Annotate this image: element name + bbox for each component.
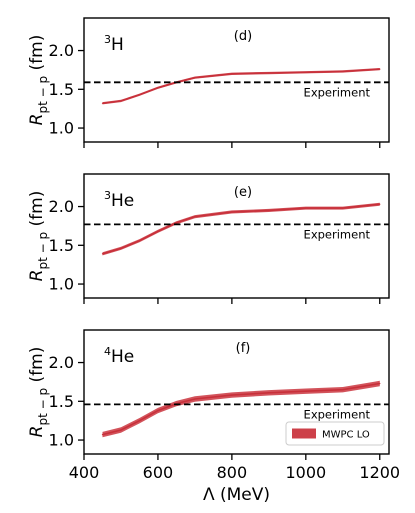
data-point	[194, 77, 196, 79]
data-point	[342, 70, 344, 73]
data-point	[157, 230, 159, 232]
data-point	[231, 394, 233, 396]
y-tick-label: 1.5	[49, 236, 74, 255]
experiment-label: Experiment	[304, 85, 371, 99]
axes-frame	[83, 17, 390, 143]
y-tick-label: 2.0	[49, 197, 74, 216]
data-point	[138, 420, 141, 422]
series-band	[102, 380, 380, 438]
experiment-label: Experiment	[304, 227, 371, 241]
y-tick-label: 2.0	[49, 41, 74, 60]
axes-frame	[83, 173, 390, 299]
y-tick-label: 1.5	[49, 392, 74, 411]
x-axis-label: Λ (MeV)	[203, 485, 270, 505]
x-tick-label: 1000	[285, 463, 326, 482]
data-point	[194, 398, 196, 400]
panel-letter: (f)	[236, 341, 251, 356]
y-tick-label: 1.0	[49, 119, 74, 138]
data-point	[305, 71, 307, 73]
axes-frame	[83, 329, 390, 455]
series-band	[102, 202, 380, 256]
panel-letter: (d)	[234, 29, 252, 44]
legend: MWPC LO	[285, 421, 385, 446]
data-point	[120, 100, 122, 102]
x-tick-label: 400	[69, 463, 100, 482]
x-tick-label: 800	[217, 463, 248, 482]
data-point	[157, 87, 159, 89]
y-axis-label: Rpt − p (fm)	[27, 347, 50, 438]
y-tick-label: 2.0	[49, 353, 74, 372]
data-point	[379, 68, 381, 70]
data-point	[342, 389, 344, 391]
y-tick-label: 1.5	[49, 80, 74, 99]
data-point	[194, 216, 196, 218]
data-point	[120, 429, 122, 431]
legend-swatch	[292, 428, 316, 439]
panel-f: Experiment 1.0 1.5 2.0 400 600 800 1000 1200 Rpt …	[27, 329, 400, 505]
data-point	[138, 240, 141, 242]
data-point	[268, 72, 270, 74]
y-tick-label: 1.0	[49, 275, 74, 294]
data-point	[120, 247, 122, 249]
legend-label: MWPC LO	[322, 430, 370, 441]
experiment-label: Experiment	[304, 407, 371, 421]
y-tick-label: 1.0	[49, 431, 74, 450]
data-point	[305, 207, 307, 209]
data-point	[379, 382, 381, 385]
data-point	[101, 102, 104, 104]
x-tick-label: 600	[143, 463, 174, 482]
data-point	[231, 73, 233, 75]
data-point	[379, 203, 381, 205]
y-axis-label: Rpt − p (fm)	[27, 35, 50, 126]
data-point	[268, 209, 270, 211]
x-tick-label: 1200	[359, 463, 400, 482]
data-point	[101, 434, 104, 436]
data-point	[305, 390, 307, 392]
data-point	[138, 94, 141, 96]
nucleus-label: 4He	[104, 345, 134, 367]
data-point	[175, 222, 177, 224]
data-point	[268, 392, 270, 394]
nucleus-label: 3He	[104, 189, 134, 211]
data-point	[101, 253, 104, 255]
data-point	[231, 211, 233, 213]
data-point	[157, 410, 159, 412]
y-axis-label: Rpt − p (fm)	[27, 191, 50, 282]
data-point	[342, 207, 344, 209]
nucleus-label: 3H	[104, 33, 124, 55]
legend-box	[285, 421, 385, 446]
panel-letter: (e)	[234, 185, 252, 200]
